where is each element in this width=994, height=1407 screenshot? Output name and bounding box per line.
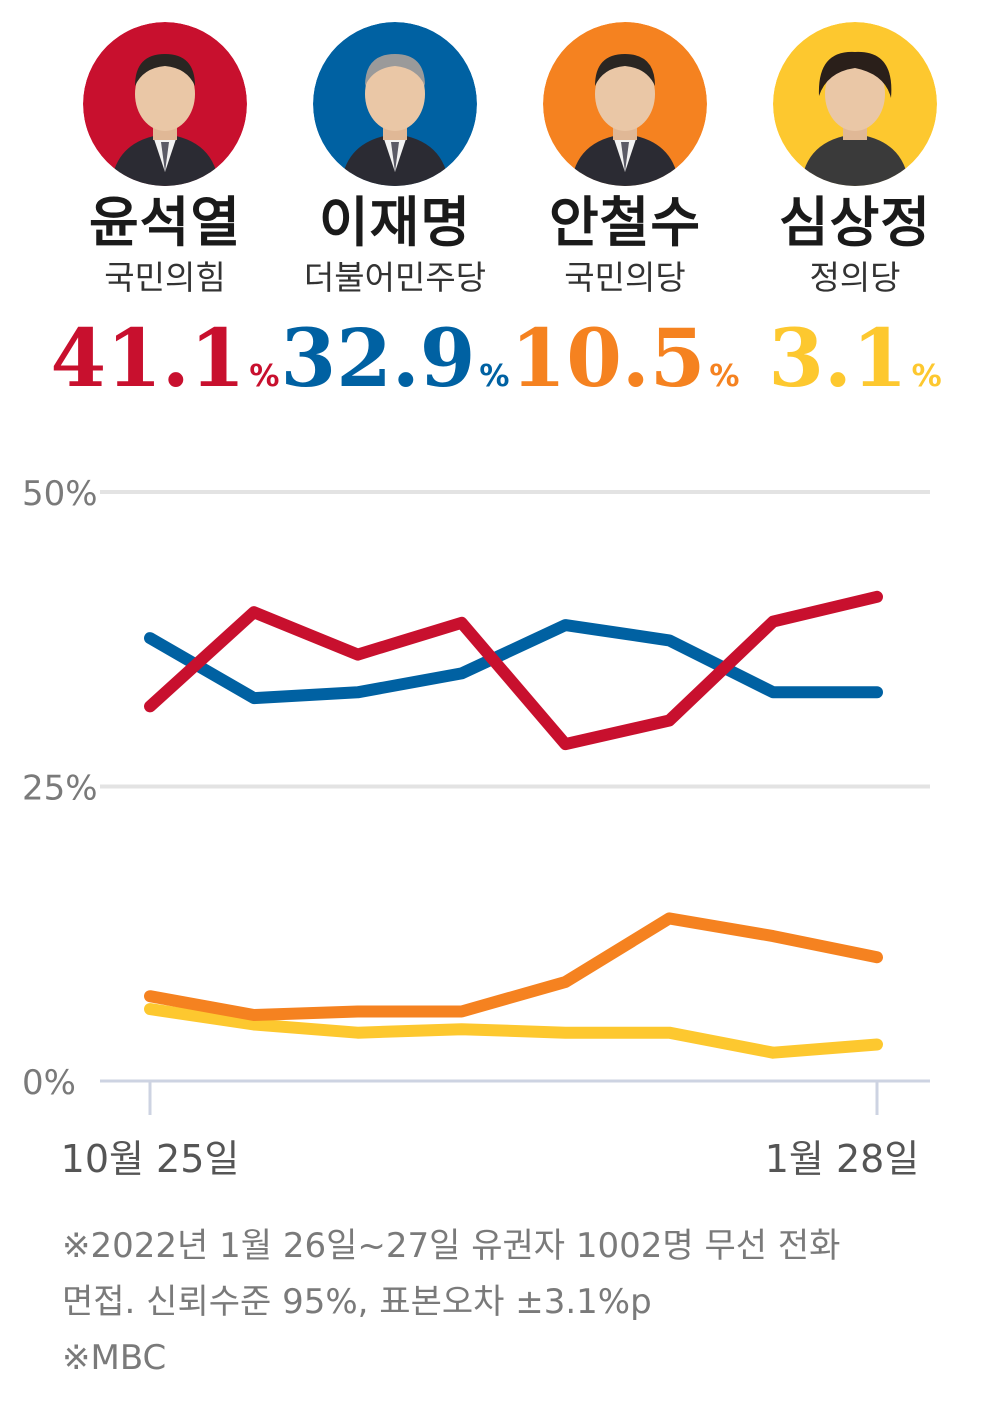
candidate-name: 이재명 [318, 191, 472, 254]
poll-line-chart: 50% 25% 0% 10월 25일 1월 28일 [22, 474, 930, 1181]
series-line [144, 1003, 883, 1059]
candidate-card: 안철수 국민의당 10.5% [505, 22, 745, 423]
candidate-percent: 10.5% [505, 312, 745, 423]
percent-value: 41.1 [50, 311, 246, 405]
note-line: ※MBC [62, 1338, 167, 1378]
candidate-name: 윤석열 [88, 191, 242, 254]
y-tick-label: 0% [22, 1063, 76, 1103]
series-line [144, 912, 883, 1021]
y-tick-label: 50% [22, 474, 98, 514]
percent-unit: % [709, 359, 740, 394]
candidate-name: 심상정 [778, 191, 932, 254]
survey-note: ※2022년 1월 26일~27일 유권자 1002명 무선 전화 면접. 신뢰… [62, 1218, 962, 1386]
candidate-party: 국민의힘 [104, 258, 226, 297]
candidate-percent: 32.9% [275, 312, 515, 423]
candidate-party: 정의당 [809, 258, 901, 297]
y-tick-label: 25% [22, 769, 98, 809]
candidate-card: 심상정 정의당 3.1% [735, 22, 975, 423]
percent-value: 32.9 [280, 311, 476, 405]
x-tick-label: 10월 25일 [61, 1137, 240, 1181]
percent-value: 10.5 [510, 311, 706, 405]
candidate-card: 윤석열 국민의힘 41.1% [45, 22, 285, 423]
candidate-card: 이재명 더불어민주당 32.9% [275, 22, 515, 423]
yoon-photo [83, 22, 247, 186]
sim-photo [773, 22, 937, 186]
ahn-photo [543, 22, 707, 186]
candidate-percent: 3.1% [735, 312, 975, 423]
series-line [144, 590, 883, 751]
candidate-party: 국민의당 [564, 258, 686, 297]
candidate-percent: 41.1% [45, 312, 285, 423]
percent-unit: % [911, 359, 942, 394]
lee-photo [313, 22, 477, 186]
x-tick-label: 1월 28일 [765, 1137, 920, 1181]
percent-unit: % [249, 359, 280, 394]
series-line [144, 619, 883, 705]
candidate-name: 안철수 [548, 191, 702, 254]
note-line: 면접. 신뢰수준 95%, 표본오차 ±3.1%p [62, 1282, 652, 1322]
candidate-party: 더불어민주당 [303, 258, 487, 297]
percent-unit: % [479, 359, 510, 394]
percent-value: 3.1 [768, 311, 908, 405]
note-line: ※2022년 1월 26일~27일 유권자 1002명 무선 전화 [62, 1226, 841, 1266]
candidate-header: 윤석열 국민의힘 41.1% 이재명 더불어민주당 32.9% 안철수 국민의당… [0, 0, 994, 420]
